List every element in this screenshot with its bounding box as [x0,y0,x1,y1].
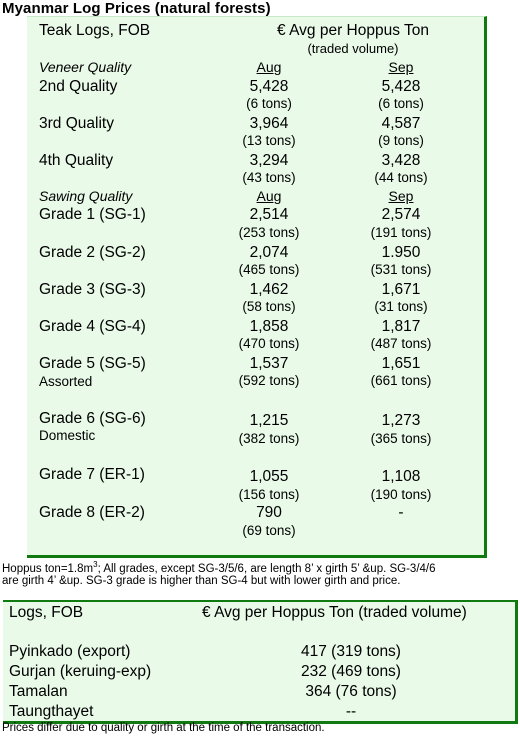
sawing-row-sep: - [398,504,404,521]
sawing-row-sep-vol: (31 tons) [374,299,428,314]
sawing-row-name: Grade 5 (SG-5) [39,355,146,372]
veneer-col-sep: Sep [388,59,414,75]
veneer-row-sep-vol: (44 tons) [374,170,428,185]
logs-header-right: € Avg per Hoppus Ton (traded volume) [202,604,467,621]
note-line-1-a: Hoppus ton=1.8m [2,562,94,575]
sawing-col-sep: Sep [388,188,414,204]
sawing-row-sep-vol: (661 tons) [370,373,432,388]
teak-header-right-sub: (traded volume) [307,41,399,56]
sawing-row-sep: 1,651 [381,355,421,372]
teak-header-left: Teak Logs, FOB [39,22,151,39]
logs-row-value: 232 (469 tons) [301,663,401,680]
logs-header-left: Logs, FOB [9,604,84,621]
sawing-row-aug-vol: (382 tons) [238,431,300,446]
sawing-row-aug-vol: (592 tons) [238,373,300,388]
veneer-row-sep: 3,428 [381,152,421,169]
sawing-row-aug: 1,215 [249,412,289,429]
sawing-row-name: Grade 1 (SG-1) [39,206,146,223]
sawing-row-sep: 1,671 [381,281,421,298]
veneer-row-name: 3rd Quality [39,115,114,132]
veneer-row-sep-vol: (6 tons) [378,96,424,111]
sawing-section-label: Sawing Quality [39,188,133,204]
sawing-row-sub: Domestic [39,428,96,443]
veneer-row-name: 2nd Quality [39,78,118,95]
sawing-row-sep: 1,273 [381,412,421,429]
logs-row-value: 417 (319 tons) [301,643,401,660]
sawing-row-aug: 1,462 [249,281,289,298]
logs-row-value: 364 (76 tons) [305,683,397,700]
sawing-row-sep: 2,574 [381,206,421,223]
sawing-row-aug: 2,074 [249,244,289,261]
logs-row-name: Gurjan (keruing-exp) [9,663,152,680]
sawing-row-sep: 1.950 [381,244,421,261]
veneer-section-label: Veneer Quality [39,59,132,75]
sawing-col-aug: Aug [256,188,282,204]
veneer-row-aug-vol: (6 tons) [246,96,292,111]
note-line-1-b: ; All grades, except SG-3/5/6, are lengt… [97,562,436,575]
sawing-row-name: Grade 3 (SG-3) [39,281,146,298]
veneer-row-aug: 5,428 [249,78,289,95]
sawing-row-aug: 2,514 [249,206,289,223]
sawing-row-sep: 1,108 [381,468,421,485]
veneer-row-name: 4th Quality [39,152,114,169]
sawing-row-aug: 790 [256,504,282,521]
sawing-row-sep-vol: (365 tons) [370,431,432,446]
sawing-row-aug: 1,858 [249,318,289,335]
sawing-row-name: Grade 6 (SG-6) [39,410,146,427]
logs-row-name: Pyinkado (export) [9,643,131,660]
sawing-row-sep-vol: (487 tons) [370,336,432,351]
veneer-row-aug-vol: (13 tons) [242,133,296,148]
note-line-2: are girth 4’ &up. SG-3 grade is higher t… [2,575,401,587]
veneer-row-sep: 5,428 [381,78,421,95]
veneer-row-sep: 4,587 [381,115,421,132]
sawing-row-name: Grade 7 (ER-1) [39,466,145,483]
veneer-row-sep-vol: (9 tons) [378,133,424,148]
sawing-row-aug-vol: (253 tons) [238,225,300,240]
teak-price-panel [27,16,487,558]
veneer-row-aug: 3,294 [249,152,289,169]
sawing-row-aug-vol: (465 tons) [238,262,300,277]
note-line-1: Hoppus ton=1.8m3; All grades, except SG-… [2,560,436,575]
logs-price-panel [3,600,518,724]
sawing-row-aug-vol: (470 tons) [238,336,300,351]
logs-row-value: -- [345,703,357,720]
footer-note: Prices differ due to quality or girth at… [2,722,325,734]
note-line-1-sup: 3 [93,560,98,569]
sawing-row-name: Grade 8 (ER-2) [39,504,145,521]
veneer-col-aug: Aug [256,59,282,75]
sawing-row-aug: 1,055 [249,468,289,485]
page-title: Myanmar Log Prices (natural forests) [2,0,271,17]
sawing-row-sep-vol: (190 tons) [370,487,432,502]
veneer-row-aug-vol: (43 tons) [242,170,296,185]
sawing-row-aug-vol: (156 tons) [238,487,300,502]
logs-row-name: Tamalan [9,683,68,700]
sawing-row-sub: Assorted [39,374,93,389]
sawing-row-sep-vol: (531 tons) [370,262,432,277]
sawing-row-sep: 1,817 [381,318,421,335]
sawing-row-aug-vol: (58 tons) [242,299,296,314]
sawing-row-name: Grade 2 (SG-2) [39,244,146,261]
sawing-row-aug-vol: (69 tons) [242,523,296,538]
sawing-row-sep-vol: (191 tons) [370,225,432,240]
logs-row-name: Taungthayet [9,703,94,720]
sawing-row-aug: 1,537 [249,355,289,372]
veneer-row-aug: 3,964 [249,115,289,132]
teak-header-right: € Avg per Hoppus Ton [277,22,429,39]
sawing-row-name: Grade 4 (SG-4) [39,318,146,335]
